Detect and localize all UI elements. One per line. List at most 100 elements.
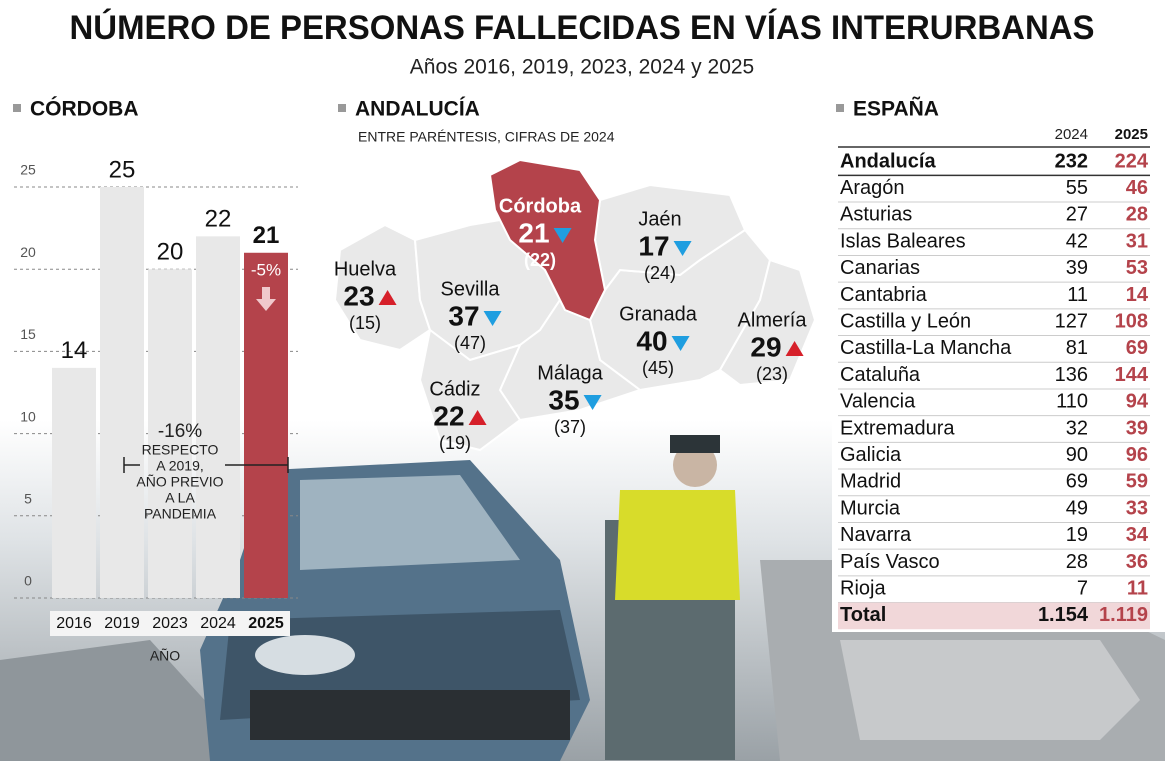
trend-arrow (553, 228, 572, 243)
bullet (13, 104, 21, 112)
row-name: Castilla-La Mancha (840, 337, 1012, 359)
province-previous: (22) (524, 250, 556, 270)
value-label: 22 (205, 206, 232, 233)
section-title: ESPAÑA (853, 98, 939, 121)
row-name: País Vasco (840, 551, 940, 573)
y-tick-label: 10 (20, 408, 36, 424)
province-value: 22 (433, 400, 464, 431)
subtitle: Años 2016, 2019, 2023, 2024 y 2025 (410, 56, 754, 79)
cell-2025: 224 (1115, 150, 1149, 172)
cell-2024: 28 (1066, 551, 1088, 573)
cell-2024: 55 (1066, 177, 1088, 199)
province-previous: (45) (642, 358, 674, 378)
x-tick-label: 2025 (248, 615, 284, 632)
cell-2025: 96 (1126, 444, 1148, 466)
province-name: Almería (738, 309, 808, 331)
table-background (832, 120, 1165, 632)
value-label: 25 (109, 156, 136, 183)
total-2025: 1.119 (1099, 604, 1148, 626)
cell-2024: 110 (1056, 391, 1088, 413)
y-tick-label: 0 (24, 573, 32, 589)
annotation-line: PANDEMIA (144, 506, 217, 522)
province-name: Cádiz (429, 378, 480, 400)
x-label-box (50, 611, 98, 636)
annotation-line: A LA (165, 490, 195, 506)
cell-2025: 69 (1126, 337, 1148, 359)
column-header: 2025 (1115, 126, 1148, 143)
x-label-box (146, 611, 194, 636)
cell-2025: 46 (1126, 177, 1148, 199)
annotation-line: AÑO PREVIO (136, 474, 223, 490)
trend-arrow (671, 336, 690, 351)
trend-arrow (785, 341, 804, 356)
province-value: 23 (343, 280, 374, 311)
bullet (338, 104, 346, 112)
bar (100, 187, 144, 598)
cell-2025: 11 (1127, 577, 1148, 599)
cell-2024: 127 (1055, 310, 1088, 332)
row-name: Extremadura (840, 417, 955, 439)
province-value: 37 (448, 300, 479, 331)
table: 2024 2025 Andalucía 232 224 Aragón 55 46 Asturia… (838, 126, 1150, 630)
province-value: 35 (548, 384, 579, 415)
y-tick-label: 25 (20, 162, 36, 178)
change-label: -5% (251, 260, 281, 279)
map-note: ENTRE PARÉNTESIS, CIFRAS DE 2024 (358, 129, 615, 145)
x-label-box (98, 611, 146, 636)
row-name: Canarias (840, 257, 920, 279)
cell-2024: 42 (1066, 230, 1088, 252)
cell-2024: 27 (1066, 204, 1088, 226)
cell-2024: 7 (1077, 577, 1088, 599)
y-tick-label: 15 (20, 326, 36, 342)
row-name: Navarra (840, 524, 912, 546)
cell-2024: 32 (1066, 417, 1088, 439)
province-value: 29 (750, 331, 781, 362)
province-value: 17 (638, 230, 669, 261)
x-tick-label: 2023 (152, 615, 188, 632)
x-tick-label: 2024 (200, 615, 236, 632)
cell-2025: 33 (1126, 497, 1148, 519)
value-label: 21 (253, 222, 280, 249)
title: NÚMERO DE PERSONAS FALLECIDAS EN VÍAS IN… (70, 9, 1095, 47)
cell-2025: 94 (1126, 391, 1149, 413)
value-label: 14 (61, 337, 88, 364)
province-previous: (37) (554, 417, 586, 437)
province-previous: (19) (439, 433, 471, 453)
row-name: Castilla y León (840, 310, 971, 332)
cell-2025: 108 (1115, 310, 1148, 332)
x-tick-label: 2016 (56, 615, 92, 632)
y-tick-label: 5 (24, 491, 32, 507)
row-name: Cataluña (840, 364, 921, 386)
y-tick-label: 20 (20, 244, 36, 260)
cell-2024: 39 (1066, 257, 1088, 279)
row-name: Islas Baleares (840, 230, 966, 252)
x-tick-label: 2019 (104, 615, 140, 632)
cell-2025: 34 (1126, 524, 1149, 546)
cell-2025: 36 (1126, 551, 1148, 573)
x-axis-label: AÑO (150, 648, 180, 664)
cell-2024: 81 (1066, 337, 1088, 359)
cell-2024: 136 (1055, 364, 1088, 386)
total-name: Total (840, 604, 886, 626)
cell-2025: 53 (1126, 257, 1148, 279)
province-previous: (15) (349, 313, 381, 333)
section-title: ANDALUCÍA (355, 98, 480, 121)
annotation-line: A 2019, (156, 458, 204, 474)
province-previous: (24) (644, 263, 676, 283)
province-previous: (23) (756, 364, 788, 384)
row-name: Galicia (840, 444, 902, 466)
bar (196, 236, 240, 598)
cell-2024: 90 (1066, 444, 1088, 466)
province-value: 21 (518, 217, 549, 248)
annotation-line: RESPECTO (142, 442, 219, 458)
row-name: Rioja (840, 577, 886, 599)
row-name: Madrid (840, 471, 901, 493)
trend-arrow (378, 290, 397, 305)
cell-2025: 14 (1126, 284, 1149, 306)
down-arrow (256, 287, 276, 311)
x-label-box (194, 611, 242, 636)
change-label: -16% (158, 421, 202, 442)
cell-2025: 144 (1115, 364, 1149, 386)
bar-chart: 0510152025142016252019202023222024212025… (14, 156, 298, 664)
